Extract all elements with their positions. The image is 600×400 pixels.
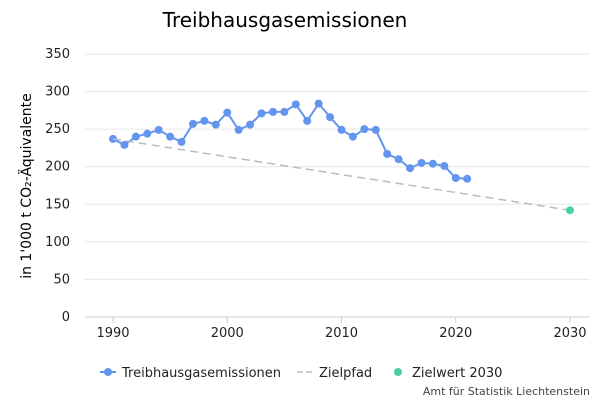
y-tick-label: 50 [53,272,70,287]
data-point[interactable] [200,116,209,125]
series-zielpfad [112,138,571,212]
data-point[interactable] [348,132,357,141]
legend: Treibhausgasemissionen Zielpfad Zielwert 2… [100,366,502,381]
data-point[interactable] [440,161,449,170]
x-axis-ticks: 1990 2000 2010 2020 2030 [96,317,587,341]
data-point[interactable] [383,149,392,158]
y-tick-label: 300 [45,85,70,100]
y-axis-ticks: 0 50 100 150 200 250 300 350 [45,47,70,325]
data-point[interactable] [360,125,369,134]
legend-symbol-marker [394,368,402,376]
y-tick-label: 100 [45,235,70,250]
data-point[interactable] [223,108,232,117]
data-point[interactable] [234,125,243,134]
legend-item[interactable]: Treibhausgasemissionen [100,366,281,381]
y-tick-label: 350 [45,47,70,62]
data-point[interactable] [303,116,312,125]
y-tick-label: 250 [45,122,70,137]
x-tick-label: 2030 [553,326,586,341]
data-point[interactable] [314,99,323,108]
data-point[interactable] [120,140,129,149]
chart-title: Treibhausgasemissionen [162,8,408,32]
data-point[interactable] [394,155,403,164]
y-axis-label: in 1'000 t CO₂-Äquivalente [17,93,35,279]
y-tick-label: 150 [45,197,70,212]
legend-symbol-marker [104,368,112,376]
data-point[interactable] [188,119,197,128]
grid [85,53,590,280]
data-point[interactable] [154,125,163,134]
data-point[interactable] [326,113,335,122]
series-line [112,101,468,180]
data-point[interactable] [428,159,437,168]
legend-label: Treibhausgasemissionen [121,366,281,381]
data-point[interactable] [417,158,426,167]
data-point[interactable] [131,132,140,141]
data-point[interactable] [177,137,186,146]
x-tick-label: 2000 [211,326,244,341]
series-layer [109,99,574,215]
data-point[interactable] [166,132,175,141]
legend-label: Zielwert 2030 [412,366,502,381]
x-tick-label: 1990 [96,326,129,341]
legend-item[interactable]: Zielwert 2030 [394,366,502,381]
data-point[interactable] [337,125,346,134]
series-line [112,138,571,212]
data-point[interactable] [211,120,220,129]
data-point[interactable] [566,206,574,215]
data-point[interactable] [291,100,300,109]
data-point[interactable] [406,164,415,173]
data-point[interactable] [463,174,472,183]
x-tick-label: 2020 [439,326,472,341]
y-tick-label: 0 [62,310,70,325]
credit-text: Amt für Statistik Liechtenstein [423,385,590,398]
data-point[interactable] [246,120,255,129]
y-tick-label: 200 [45,160,70,175]
x-tick-label: 2010 [325,326,358,341]
series-treibhausgasemissionen [109,99,472,183]
legend-item[interactable]: Zielpfad [297,366,372,381]
data-point[interactable] [280,107,289,116]
data-point[interactable] [143,129,152,138]
data-point[interactable] [268,107,277,116]
data-point[interactable] [451,173,460,182]
legend-label: Zielpfad [319,366,372,381]
data-point[interactable] [257,109,266,118]
data-point[interactable] [371,125,380,134]
series-zielwert-2030 [566,206,574,215]
